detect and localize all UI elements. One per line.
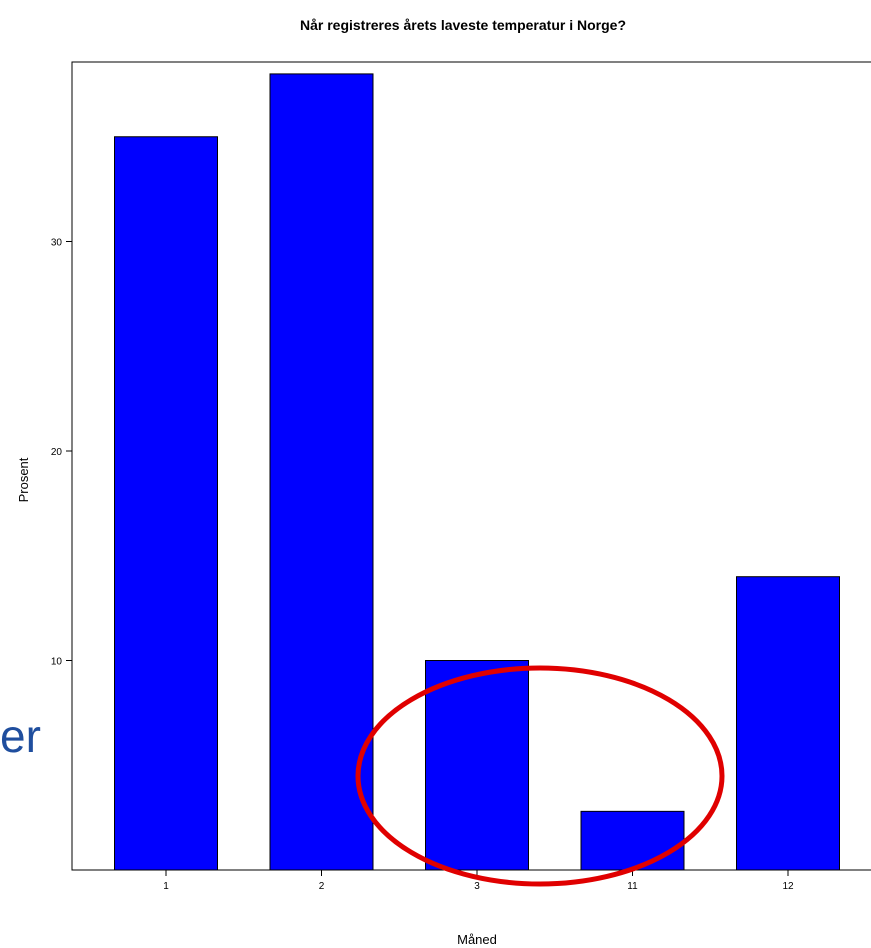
x-axis-ticks: 1 2 3 11 12 xyxy=(163,870,794,892)
y-tick-label-30: 30 xyxy=(51,238,63,249)
y-tick-label-10: 10 xyxy=(51,657,63,668)
bars-group xyxy=(114,73,840,871)
bar-2 xyxy=(269,73,374,871)
chart-title: Når registreres årets laveste temperatur… xyxy=(300,17,626,33)
x-tick-label-3: 3 xyxy=(474,881,480,892)
y-axis-label: Prosent xyxy=(16,457,31,502)
overlay-partial-text: er xyxy=(0,710,41,762)
bar-3 xyxy=(425,660,529,871)
x-axis-label: Måned xyxy=(457,932,497,947)
x-tick-label-12: 12 xyxy=(782,881,794,892)
bar-11 xyxy=(580,810,685,871)
x-tick-label-1: 1 xyxy=(163,881,169,892)
x-tick-label-2: 2 xyxy=(319,881,325,892)
y-tick-label-20: 20 xyxy=(51,447,63,458)
y-axis-ticks: 10 20 30 xyxy=(51,238,72,668)
bar-12 xyxy=(736,576,840,871)
highlight-ellipse xyxy=(355,665,725,887)
x-tick-label-11: 11 xyxy=(627,881,638,892)
bar-1 xyxy=(114,136,218,871)
